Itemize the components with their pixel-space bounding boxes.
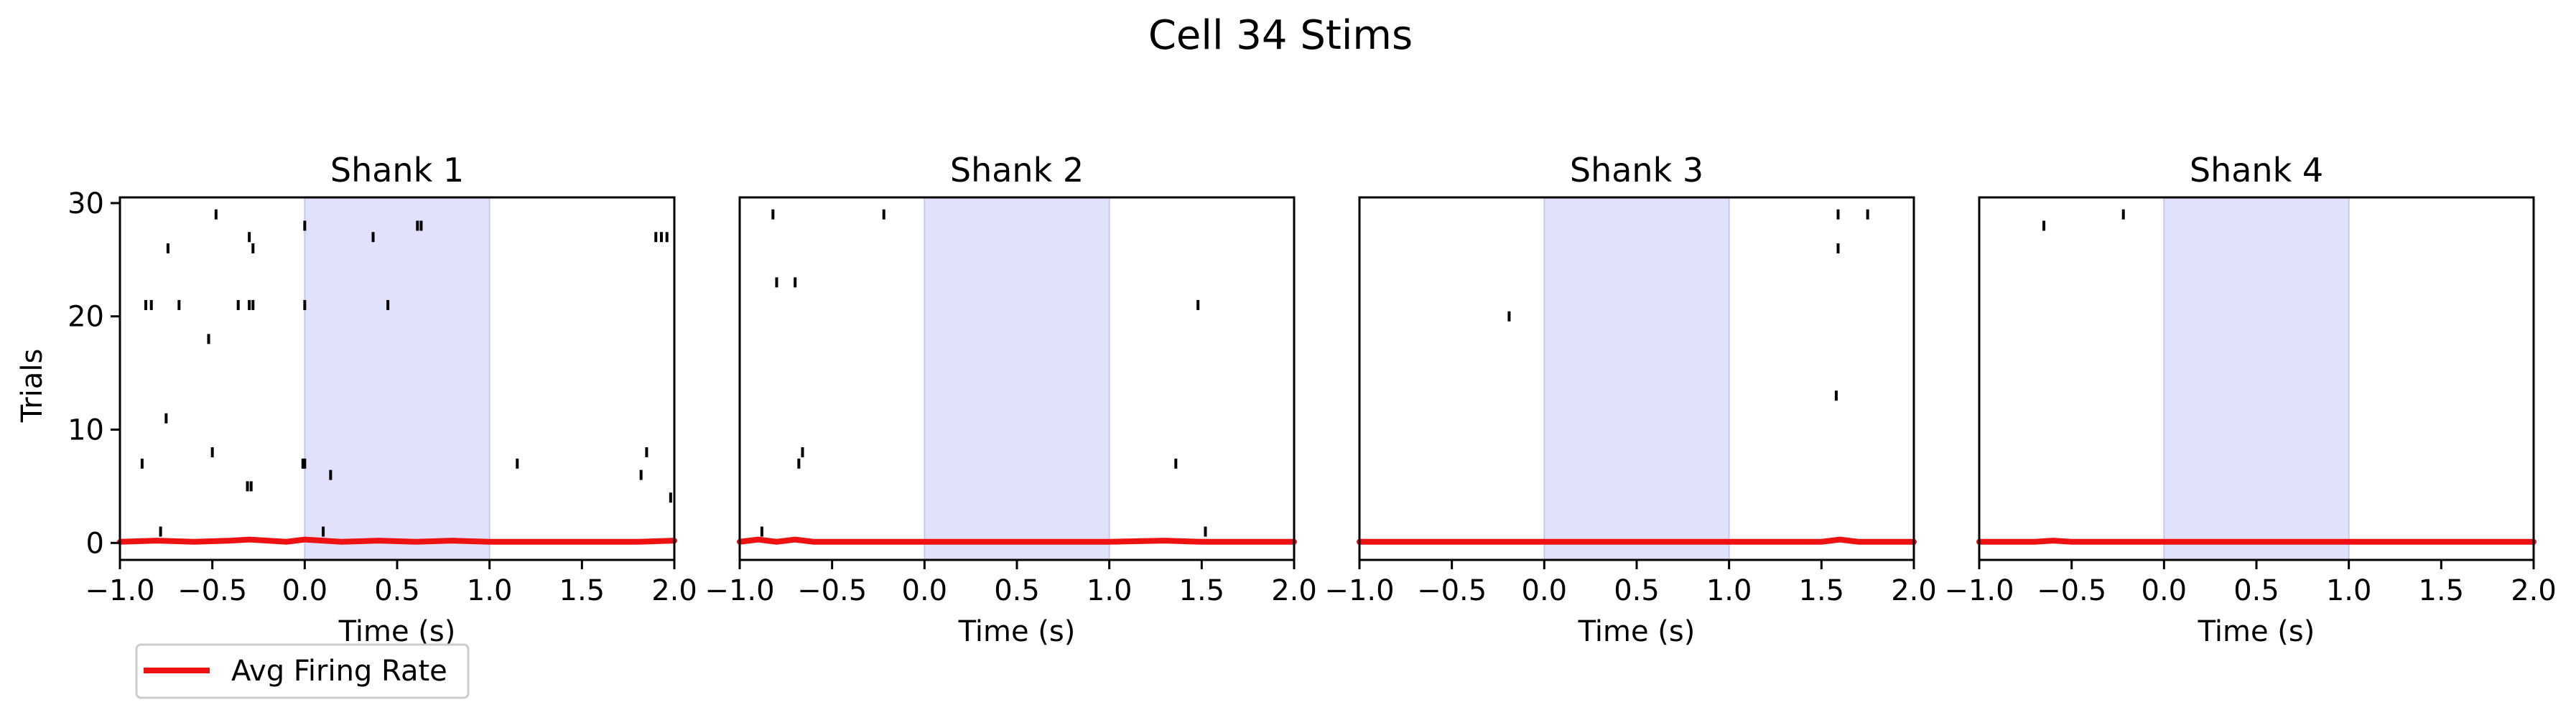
avg-rate-line [737, 536, 1297, 545]
x-tick-label: 0.0 [2142, 574, 2187, 607]
x-tick-label: 1.0 [2326, 574, 2372, 607]
x-tick-label: 0.5 [2233, 574, 2279, 607]
x-tick-label: −1.0 [85, 574, 154, 607]
x-tick-label: 2.0 [651, 574, 697, 607]
panel-2: Shank 2 −1.0 −0.5 0.0 0.5 1.0 1.5 2.0 Time (s) [705, 151, 1316, 648]
x-axis-label: Time (s) [338, 615, 456, 648]
x-tick-label: 0.5 [1614, 574, 1660, 607]
y-axis-label: Trials [16, 349, 49, 424]
x-tick-label: 1.0 [467, 574, 513, 607]
x-tick-label: −0.5 [797, 574, 867, 607]
panel-title: Shank 4 [2190, 151, 2323, 190]
x-tick-label: 1.5 [1799, 574, 1845, 607]
legend-label: Avg Firing Rate [231, 655, 447, 688]
panels-group: Shank 1 −1.0 −0.5 0.0 0.5 1.0 1.5 2.0 Time (s) 0 1… [68, 151, 2557, 648]
x-tick-label: −0.5 [2037, 574, 2106, 607]
x-tick-label: −1.0 [1944, 574, 2014, 607]
avg-rate-line [1976, 538, 2537, 545]
panel-4: Shank 4 −1.0 −0.5 0.0 0.5 1.0 1.5 2.0 Time (s) [1944, 151, 2556, 648]
x-tick-label: −0.5 [1417, 574, 1487, 607]
x-tick-label: 2.0 [2511, 574, 2557, 607]
x-axis-label: Time (s) [1578, 615, 1696, 648]
panel-title: Shank 2 [950, 151, 1084, 190]
x-tick-label: −0.5 [177, 574, 247, 607]
panel-3: Shank 3 −1.0 −0.5 0.0 0.5 1.0 1.5 2.0 Time (s) [1324, 151, 1936, 648]
avg-rate-line [117, 536, 677, 545]
x-tick-label: 1.0 [1087, 574, 1133, 607]
x-tick-label: 1.5 [559, 574, 605, 607]
legend: Avg Firing Rate [135, 643, 470, 699]
avg-rate-line [1357, 536, 1917, 545]
x-tick-label: 0.5 [374, 574, 420, 607]
x-tick-label: 2.0 [1271, 574, 1317, 607]
x-tick-label: −1.0 [705, 574, 774, 607]
stim-window-shade [1543, 197, 1730, 561]
x-tick-label: 0.0 [1522, 574, 1568, 607]
panel-title: Shank 3 [1570, 151, 1703, 190]
legend-box [135, 643, 470, 699]
x-tick-label: 1.5 [1179, 574, 1225, 607]
x-axis-label: Time (s) [958, 615, 1076, 648]
x-tick-label: 0.0 [902, 574, 948, 607]
y-tick-label: 10 [68, 414, 104, 447]
x-tick-label: 1.0 [1706, 574, 1752, 607]
figure-suptitle: Cell 34 Stims [1148, 12, 1413, 59]
y-tick-label: 20 [68, 301, 104, 334]
x-tick-label: −1.0 [1324, 574, 1394, 607]
x-tick-label: 1.5 [2419, 574, 2465, 607]
y-tick-label: 0 [86, 527, 104, 560]
x-tick-label: 2.0 [1891, 574, 1937, 607]
stim-window-shade [2163, 197, 2350, 561]
x-tick-label: 0.5 [994, 574, 1040, 607]
x-tick-label: 0.0 [282, 574, 328, 607]
x-axis-label: Time (s) [2198, 615, 2315, 648]
panel-title: Shank 1 [330, 151, 464, 190]
stim-window-shade [304, 197, 490, 561]
stim-window-shade [924, 197, 1110, 561]
y-tick-label: 30 [68, 187, 104, 220]
panel-1: Shank 1 −1.0 −0.5 0.0 0.5 1.0 1.5 2.0 Time (s) 0 1… [68, 151, 697, 648]
